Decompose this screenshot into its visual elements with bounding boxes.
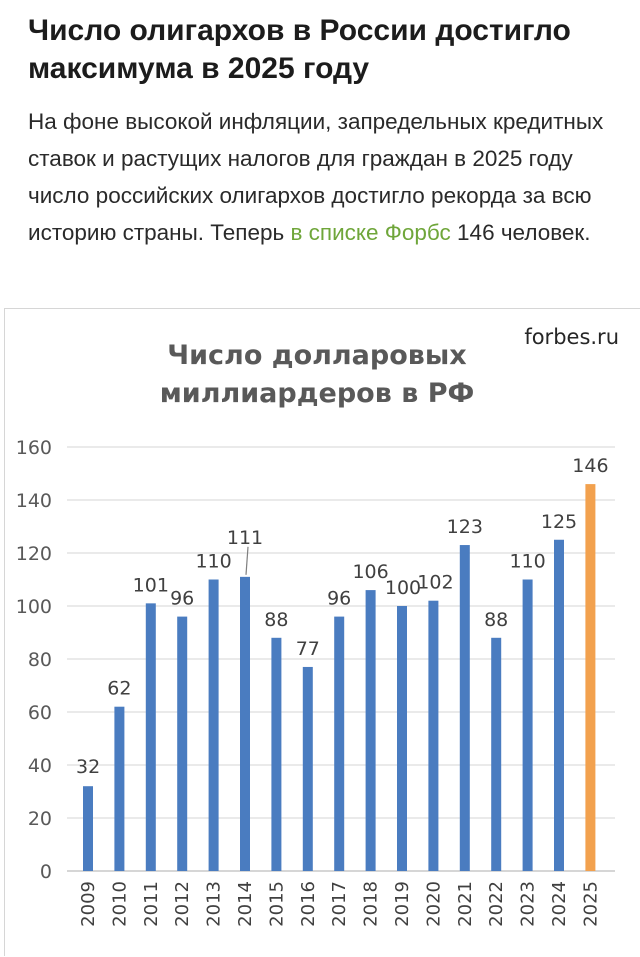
chart-title: миллиардеров в РФ bbox=[160, 378, 475, 409]
y-tick-label: 140 bbox=[16, 490, 52, 512]
data-label: 123 bbox=[447, 516, 483, 538]
x-tick-label: 2017 bbox=[329, 881, 350, 927]
lead-text: На фоне высокой инфляции, запредельных к… bbox=[28, 109, 604, 245]
chart-title: Число долларовых bbox=[167, 340, 466, 371]
article-header: Число олигархов в России достигло максим… bbox=[0, 0, 640, 295]
data-label: 146 bbox=[572, 455, 608, 477]
bar bbox=[208, 579, 219, 871]
data-label: 110 bbox=[509, 551, 545, 573]
data-label: 88 bbox=[264, 609, 288, 631]
data-label: 102 bbox=[417, 572, 453, 594]
data-label: 110 bbox=[195, 551, 231, 573]
bar bbox=[334, 616, 345, 871]
source-label: forbes.ru bbox=[524, 325, 619, 349]
data-label: 32 bbox=[76, 756, 100, 778]
y-tick-label: 40 bbox=[28, 755, 52, 777]
x-tick-label: 2025 bbox=[580, 881, 601, 927]
billionaires-bar-chart: 0 20 40 60 80 100 120 140 160 forbes.ru Число долл… bbox=[16, 325, 619, 927]
x-tick-label: 2012 bbox=[172, 881, 193, 927]
bar bbox=[240, 576, 250, 871]
bar bbox=[491, 637, 502, 871]
x-tick-label: 2020 bbox=[423, 881, 444, 927]
article-lead: На фоне высокой инфляции, запредельных к… bbox=[28, 103, 632, 251]
data-label: 62 bbox=[107, 678, 131, 700]
chart-panel: 0 20 40 60 80 100 120 140 160 forbes.ru Число долл… bbox=[4, 308, 640, 956]
article-headline: Число олигархов в России достигло максим… bbox=[28, 14, 571, 85]
data-label: 100 bbox=[385, 577, 421, 599]
data-label: 88 bbox=[484, 609, 508, 631]
y-tick-label: 20 bbox=[28, 808, 52, 830]
bar bbox=[554, 539, 564, 871]
data-label: 111 bbox=[227, 527, 263, 549]
bar bbox=[83, 786, 93, 871]
x-tick-label: 2021 bbox=[455, 881, 476, 927]
bar bbox=[397, 606, 407, 871]
y-tick-label: 100 bbox=[16, 596, 52, 618]
y-tick-label: 0 bbox=[40, 861, 52, 883]
bar bbox=[114, 706, 125, 871]
bar bbox=[271, 637, 282, 871]
x-tick-label: 2010 bbox=[109, 881, 130, 927]
x-tick-label: 2022 bbox=[486, 881, 507, 927]
y-tick-label: 120 bbox=[16, 543, 52, 565]
x-tick-label: 2009 bbox=[78, 881, 99, 927]
bar bbox=[145, 603, 156, 871]
y-tick-label: 160 bbox=[16, 437, 52, 459]
data-label: 101 bbox=[133, 574, 169, 596]
lead-text-end: 146 человек. bbox=[450, 220, 591, 245]
x-tick-label: 2013 bbox=[204, 881, 225, 927]
x-tick-label: 2015 bbox=[266, 881, 287, 927]
x-tick-label: 2018 bbox=[361, 881, 382, 927]
x-tick-label: 2019 bbox=[392, 881, 413, 927]
data-label: 125 bbox=[541, 511, 577, 533]
bar bbox=[459, 545, 470, 871]
bar bbox=[177, 616, 188, 871]
x-tick-label: 2024 bbox=[549, 881, 570, 927]
forbes-list-link[interactable]: в списке Форбс bbox=[290, 220, 451, 245]
bar bbox=[428, 600, 439, 871]
data-label: 96 bbox=[327, 588, 351, 610]
x-tick-label: 2016 bbox=[298, 881, 319, 927]
label-leader-line bbox=[245, 546, 249, 575]
y-tick-label: 80 bbox=[28, 649, 52, 671]
data-label: 77 bbox=[296, 638, 320, 660]
data-label: 106 bbox=[352, 561, 388, 583]
x-tick-label: 2023 bbox=[518, 881, 539, 927]
bar bbox=[585, 484, 596, 871]
y-tick-label: 60 bbox=[28, 702, 52, 724]
bar bbox=[302, 666, 313, 871]
x-tick-label: 2014 bbox=[235, 881, 256, 927]
data-label: 96 bbox=[170, 588, 194, 610]
bar bbox=[365, 590, 376, 871]
bar bbox=[522, 579, 533, 871]
x-tick-label: 2011 bbox=[141, 881, 162, 927]
